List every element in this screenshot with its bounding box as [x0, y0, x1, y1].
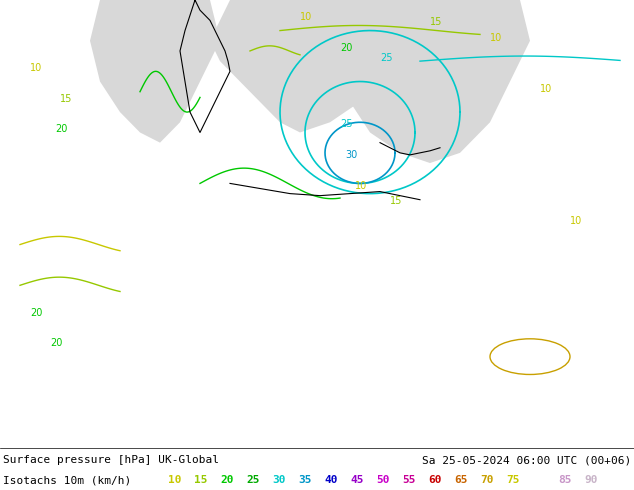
Text: 10: 10 [540, 84, 552, 94]
Text: 10: 10 [30, 63, 42, 74]
Text: 25: 25 [340, 120, 353, 129]
Text: 70: 70 [480, 475, 493, 485]
Text: 75: 75 [506, 475, 519, 485]
Text: 25: 25 [380, 53, 392, 63]
Polygon shape [210, 0, 380, 132]
Text: 20: 20 [340, 43, 353, 53]
Text: 10: 10 [355, 180, 367, 191]
Text: 60: 60 [428, 475, 441, 485]
Text: 20: 20 [50, 339, 62, 348]
Text: 20: 20 [55, 124, 67, 134]
Text: Surface pressure [hPa] UK-Global: Surface pressure [hPa] UK-Global [3, 455, 219, 465]
Text: 25: 25 [246, 475, 259, 485]
Polygon shape [310, 0, 530, 163]
Text: 35: 35 [298, 475, 311, 485]
Text: 90: 90 [584, 475, 597, 485]
Text: 10: 10 [570, 216, 582, 226]
Text: 50: 50 [376, 475, 389, 485]
Text: 15: 15 [60, 94, 72, 104]
Text: Isotachs 10m (km/h): Isotachs 10m (km/h) [3, 475, 131, 485]
Text: 15: 15 [430, 18, 443, 27]
Text: 10: 10 [168, 475, 181, 485]
Text: 55: 55 [402, 475, 415, 485]
Text: 30: 30 [345, 150, 357, 160]
Text: 85: 85 [558, 475, 571, 485]
Text: 65: 65 [454, 475, 467, 485]
Text: 30: 30 [272, 475, 285, 485]
Text: 10: 10 [300, 12, 313, 23]
Text: 15: 15 [390, 196, 403, 206]
Text: 45: 45 [350, 475, 363, 485]
Text: Sa 25-05-2024 06:00 UTC (00+06): Sa 25-05-2024 06:00 UTC (00+06) [422, 455, 631, 465]
Text: 10: 10 [490, 33, 502, 43]
Text: 20: 20 [30, 308, 42, 318]
Polygon shape [90, 0, 220, 143]
Text: 80: 80 [532, 475, 545, 485]
Text: 20: 20 [220, 475, 233, 485]
Text: 15: 15 [194, 475, 207, 485]
Text: 40: 40 [324, 475, 337, 485]
